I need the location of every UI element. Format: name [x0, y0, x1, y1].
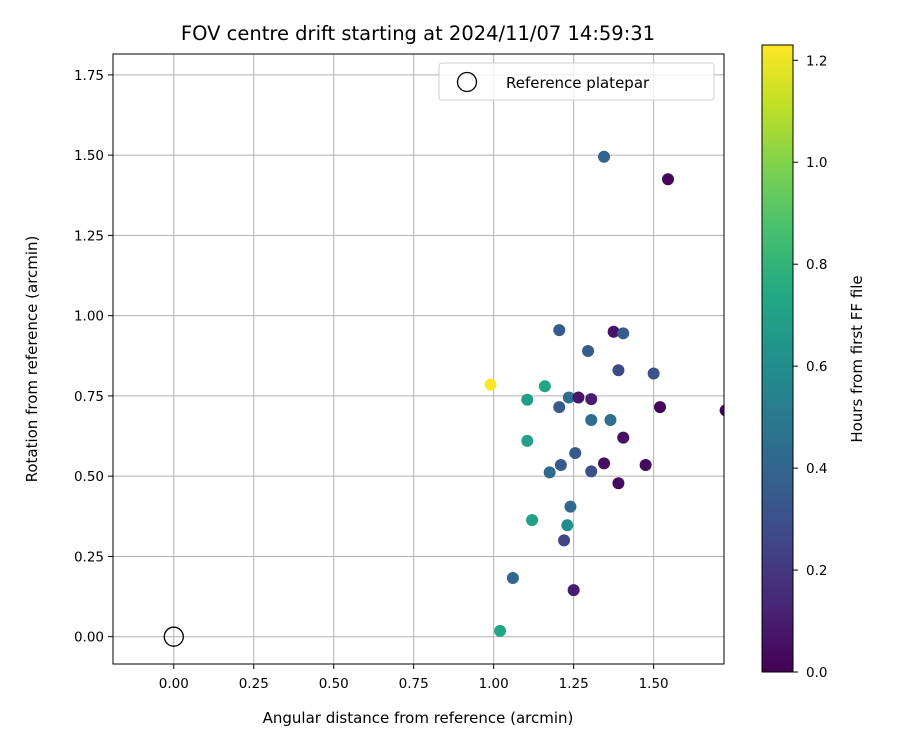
data-point — [538, 380, 551, 393]
data-point — [567, 584, 580, 597]
data-point — [561, 519, 574, 532]
colorbar-tick-label: 0.8 — [806, 257, 827, 273]
colorbar-tick-label: 0.0 — [806, 665, 827, 681]
chart-title: FOV centre drift starting at 2024/11/07 … — [181, 22, 655, 45]
data-point — [585, 393, 598, 406]
colorbar-tick-label: 0.4 — [806, 461, 827, 477]
data-point — [598, 150, 611, 163]
y-axis-label: Rotation from reference (arcmin) — [23, 236, 41, 483]
colorbar-ticks: 0.0 0.2 0.4 0.6 0.8 1.0 1.2 — [793, 53, 827, 681]
data-point — [617, 431, 630, 444]
y-tick-label: 1.75 — [74, 68, 104, 84]
colorbar-tick-label: 1.0 — [806, 155, 827, 171]
data-point — [572, 391, 585, 404]
legend-box — [438, 62, 715, 101]
y-tick-label: 0.75 — [74, 389, 104, 405]
data-point — [598, 457, 611, 470]
x-axis-label: Angular distance from reference (arcmin) — [263, 709, 574, 727]
y-tick-label: 0.50 — [74, 469, 104, 485]
y-tick-label: 1.50 — [74, 148, 104, 164]
data-point — [582, 344, 595, 357]
colorbar-gradient — [761, 44, 794, 673]
reference-platepar-marker — [163, 626, 184, 647]
data-point — [585, 465, 598, 478]
x-axis-ticks: 0.00 0.25 0.50 0.75 1.00 1.25 1.50 — [159, 664, 669, 692]
y-tick-label: 1.25 — [74, 228, 104, 244]
y-tick-label: 0.00 — [74, 630, 104, 646]
data-point — [647, 367, 660, 380]
legend: Reference platepar — [438, 62, 715, 101]
legend-entry-reference-platepar: Reference platepar — [506, 74, 650, 92]
colorbar-label: Hours from first FF file — [848, 275, 866, 442]
x-tick-label: 0.75 — [399, 676, 429, 692]
data-point — [654, 401, 667, 414]
data-point — [662, 173, 675, 186]
data-point — [564, 500, 577, 513]
data-point — [553, 324, 566, 337]
data-point — [554, 458, 567, 471]
data-point — [558, 534, 571, 547]
colorbar-tick-label: 1.2 — [806, 53, 827, 69]
data-point — [526, 514, 539, 527]
data-point — [562, 391, 575, 404]
y-axis-ticks: 0.00 0.25 0.50 0.75 1.00 1.25 1.50 1.75 — [74, 68, 113, 646]
data-point — [521, 434, 534, 447]
x-tick-label: 0.25 — [239, 676, 269, 692]
x-tick-label: 1.50 — [639, 676, 669, 692]
scatter-points — [484, 150, 724, 637]
data-point — [484, 378, 497, 391]
data-point — [506, 571, 519, 584]
colorbar-tick-label: 0.2 — [806, 563, 827, 579]
data-point — [607, 325, 620, 338]
data-point — [569, 447, 582, 460]
x-tick-label: 1.25 — [559, 676, 589, 692]
legend-marker — [456, 71, 478, 93]
data-point — [612, 477, 625, 490]
data-point — [585, 414, 598, 426]
data-point — [639, 458, 652, 471]
data-point — [612, 364, 625, 377]
colorbar: 0.0 0.2 0.4 0.6 0.8 1.0 1.2 Hours from first F… — [761, 44, 866, 681]
x-tick-label: 1.00 — [479, 676, 509, 692]
data-point — [494, 624, 507, 637]
data-point — [553, 401, 566, 414]
colorbar-tick-label: 0.6 — [806, 359, 827, 375]
data-point — [521, 393, 534, 406]
x-tick-label: 0.00 — [159, 676, 189, 692]
data-point — [604, 414, 617, 426]
data-point — [719, 404, 724, 417]
data-point — [543, 466, 556, 479]
plot-frame — [112, 53, 725, 665]
data-point — [617, 327, 630, 340]
y-tick-label: 0.25 — [74, 549, 104, 565]
y-tick-label: 1.00 — [74, 309, 104, 325]
grid-lines — [113, 54, 724, 664]
x-tick-label: 0.50 — [319, 676, 349, 692]
